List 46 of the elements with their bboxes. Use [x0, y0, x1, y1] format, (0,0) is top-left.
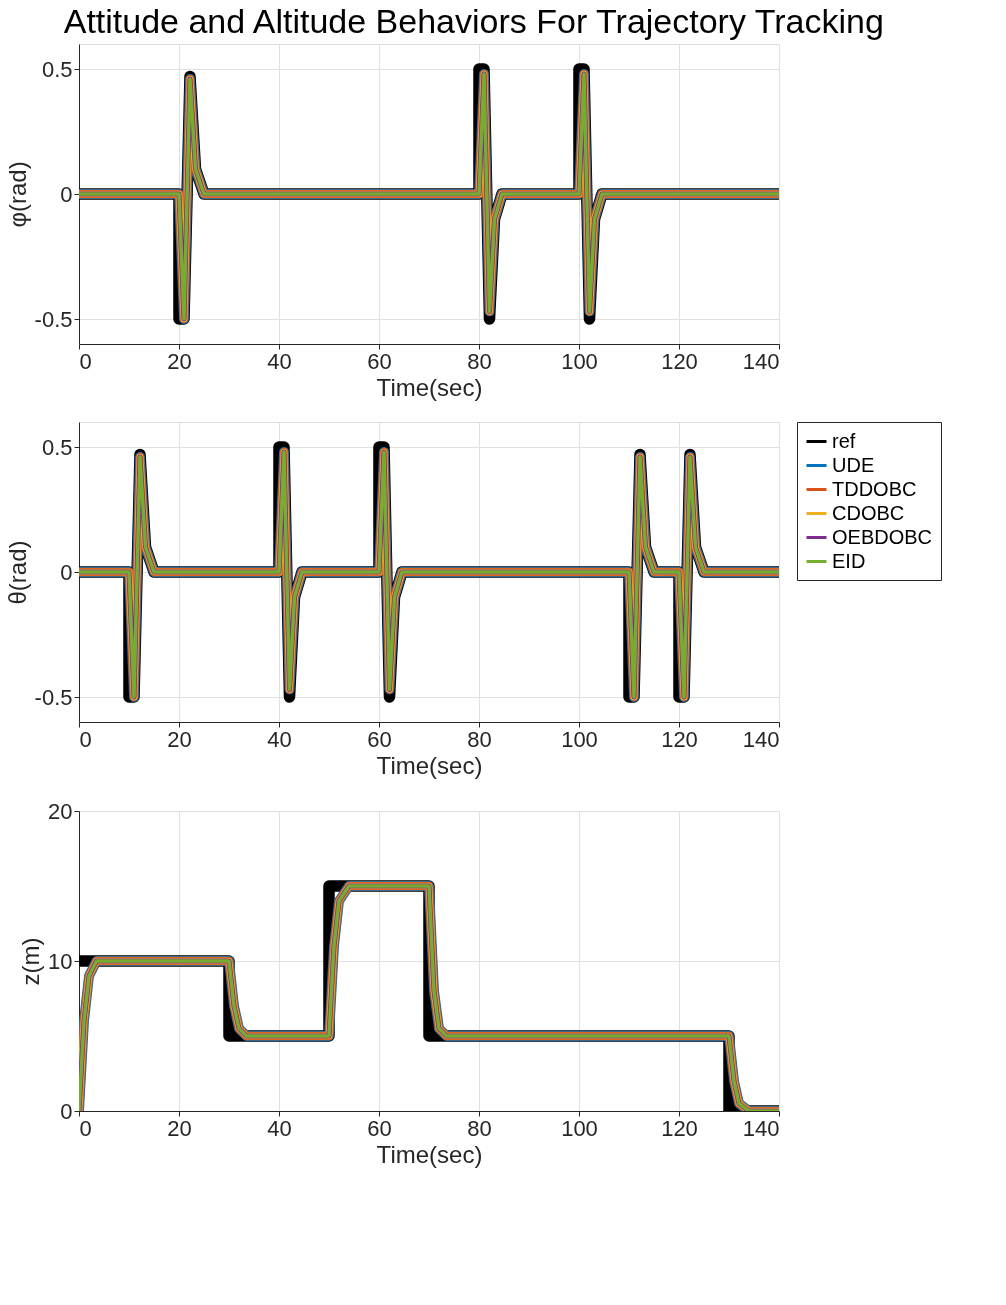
y-tick-label: 0 — [60, 559, 73, 585]
x-tick-label: 60 — [367, 348, 392, 374]
x-tick-label: 40 — [267, 726, 292, 752]
y-tick-label: 0.5 — [41, 434, 73, 460]
y-axis-title: z(m) — [17, 937, 45, 986]
y-tick-label: 10 — [48, 948, 73, 974]
y-tick-label: -0.5 — [34, 684, 73, 710]
chart-title: Attitude and Altitude Behaviors For Trajectory Tracking — [63, 1, 884, 40]
x-tick-label: 80 — [467, 726, 492, 752]
x-tick-label: 100 — [561, 348, 598, 374]
y-tick-label: -0.5 — [34, 306, 73, 332]
legend-label: UDE — [832, 453, 875, 476]
x-axis-title: Time(sec) — [376, 1140, 483, 1168]
y-tick-label: 0 — [60, 1098, 73, 1124]
legend-label: OEBDOBC — [832, 525, 933, 548]
x-tick-label: 0 — [79, 1115, 92, 1141]
x-tick-label: 140 — [742, 726, 780, 752]
legend-label: EID — [832, 549, 866, 572]
x-tick-label: 100 — [561, 726, 598, 752]
x-tick-label: 0 — [79, 726, 92, 752]
x-tick-label: 60 — [367, 726, 392, 752]
x-tick-label: 40 — [267, 348, 292, 374]
x-tick-label: 140 — [742, 348, 780, 374]
x-tick-label: 60 — [367, 1115, 392, 1141]
legend-label: CDOBC — [832, 501, 905, 524]
x-tick-label: 20 — [167, 348, 192, 374]
x-tick-label: 100 — [561, 1115, 598, 1141]
legend-label: TDDOBC — [832, 477, 917, 500]
x-axis-title: Time(sec) — [376, 373, 483, 401]
y-axis-title: θ(rad) — [3, 540, 31, 605]
x-tick-label: 80 — [467, 1115, 492, 1141]
x-tick-label: 140 — [742, 1115, 780, 1141]
y-tick-label: 20 — [48, 798, 73, 824]
y-axis-title: φ(rad) — [3, 161, 31, 228]
legend-label: ref — [832, 429, 856, 452]
x-tick-label: 0 — [79, 348, 92, 374]
x-tick-label: 120 — [661, 348, 698, 374]
x-tick-label: 120 — [661, 726, 698, 752]
x-tick-label: 80 — [467, 348, 492, 374]
x-tick-label: 120 — [661, 1115, 698, 1141]
x-tick-label: 20 — [167, 1115, 192, 1141]
x-tick-label: 20 — [167, 726, 192, 752]
y-tick-label: 0.5 — [41, 56, 73, 82]
y-tick-label: 0 — [60, 181, 73, 207]
x-axis-title: Time(sec) — [376, 751, 483, 779]
x-tick-label: 40 — [267, 1115, 292, 1141]
